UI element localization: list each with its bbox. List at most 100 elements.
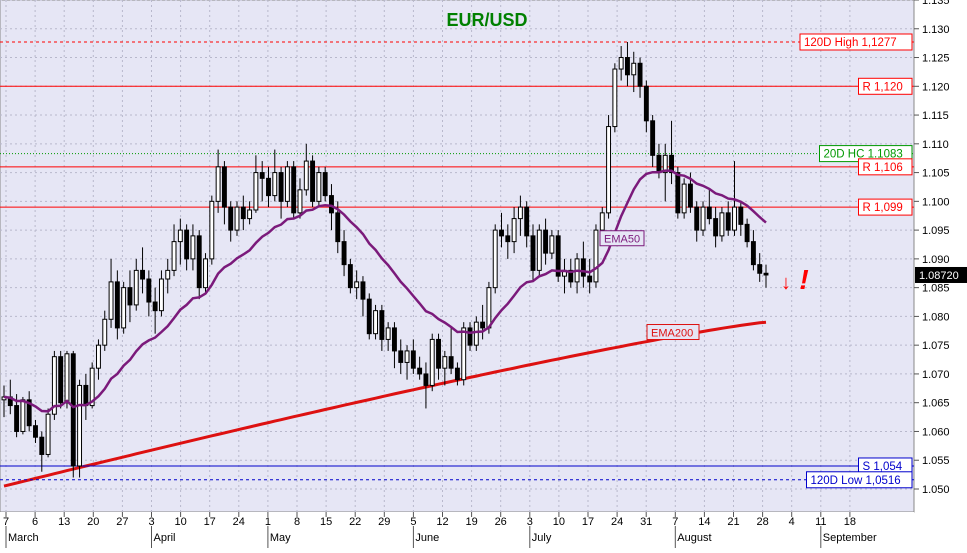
candle-down [480, 321, 486, 329]
x-tick-label: 24 [611, 516, 623, 528]
candle-up [461, 327, 467, 381]
candle-down [543, 229, 549, 254]
x-tick-label: 12 [436, 516, 448, 528]
month-label: May [270, 532, 291, 544]
y-tick-label: 1.055 [922, 455, 950, 467]
down-arrow-icon: ↓ [781, 272, 791, 294]
x-tick-label: 17 [204, 516, 216, 528]
candle-down [266, 177, 271, 197]
candle-down [291, 166, 297, 214]
ema50-line [3, 169, 767, 413]
candle-down [228, 206, 234, 231]
candle-up [618, 57, 624, 70]
y-tick-label: 1.125 [922, 53, 950, 65]
candle-up [473, 321, 479, 346]
x-tick-label: 17 [582, 516, 594, 528]
candle-down [114, 281, 120, 329]
x-tick-label: 29 [378, 516, 390, 528]
candle-down [694, 206, 700, 231]
ema200-label-box [646, 324, 700, 341]
candle-down [39, 436, 45, 455]
level-label: R 1,106 [863, 162, 903, 174]
candle-down [750, 241, 756, 266]
last-price-label: 1.08720 [919, 270, 959, 282]
month-label: September [823, 532, 877, 544]
x-tick-label: 8 [294, 516, 300, 528]
candle-down [625, 57, 630, 76]
level-label: S 1,054 [863, 461, 903, 473]
candle-up [190, 235, 196, 260]
x-tick-label: 6 [32, 516, 38, 528]
candle-up [20, 399, 26, 432]
candle-up [606, 126, 612, 214]
candle-up [284, 166, 290, 202]
level-label-box [858, 158, 913, 176]
x-tick-label: 21 [727, 516, 739, 528]
candle-up [429, 338, 435, 386]
candle-down [140, 269, 145, 280]
level-label-box [806, 471, 913, 489]
month-label: June [415, 532, 439, 544]
x-tick-label: 5 [410, 516, 416, 528]
candle-up [234, 206, 240, 231]
x-axis-background [0, 512, 914, 548]
plot-area [0, 0, 915, 513]
candle-down [687, 183, 693, 208]
candle-up [517, 206, 523, 220]
candle-down [706, 206, 712, 220]
y-tick-label: 1.075 [922, 340, 950, 352]
candle-down [335, 212, 341, 243]
annotation: ↓! [781, 264, 809, 295]
candle-up [631, 62, 637, 76]
last-price-box [915, 266, 967, 283]
candle-down [744, 223, 750, 243]
y-tick-label: 1.130 [922, 24, 950, 36]
candle-down [146, 278, 152, 303]
candle-up [486, 287, 492, 329]
candle-down [58, 356, 64, 404]
candle-up [177, 229, 183, 243]
candle-up [158, 278, 164, 312]
candle-down [26, 399, 32, 427]
month-label: July [532, 532, 552, 544]
candle-down [152, 301, 158, 312]
candle-up [536, 229, 542, 271]
candle-up [732, 206, 737, 231]
candle-down [568, 269, 574, 283]
candle-down [448, 356, 454, 369]
candle-down [366, 298, 372, 335]
x-tick-label: 20 [87, 516, 99, 528]
month-label: August [677, 532, 711, 544]
candle-up [203, 258, 208, 289]
y-axis: 1.050 1.055 1.060 1.065 1.070 1.075 1.080 1.085… [914, 0, 967, 496]
x-tick-label: 24 [233, 516, 245, 528]
candle-down [587, 275, 593, 283]
candle-down [196, 235, 202, 289]
x-tick-label: 27 [116, 516, 128, 528]
candle-down [643, 85, 649, 122]
candle-down [530, 235, 536, 271]
y-tick-label: 1.110 [922, 139, 949, 151]
candle-down [240, 206, 246, 220]
candle-up [662, 154, 668, 174]
candle-down [713, 218, 719, 237]
y-tick-label: 1.100 [922, 196, 950, 208]
candle-up [385, 327, 391, 340]
candle-up [316, 172, 322, 202]
candle-down [410, 350, 416, 369]
candle-up [171, 241, 177, 271]
candle-up [593, 229, 599, 283]
level-label: 120D High 1,1277 [804, 37, 897, 49]
candle-down [763, 272, 769, 276]
x-tick-label: 3 [148, 516, 154, 528]
candle-down [499, 229, 504, 237]
candle-down [127, 287, 133, 306]
ema200-label: EMA200 [651, 328, 693, 340]
candle-up [253, 172, 259, 211]
candle-down [454, 367, 460, 381]
x-tick-label: 7 [3, 516, 9, 528]
candle-up [700, 206, 706, 231]
candle-down [83, 384, 89, 407]
candle-up [612, 68, 618, 128]
